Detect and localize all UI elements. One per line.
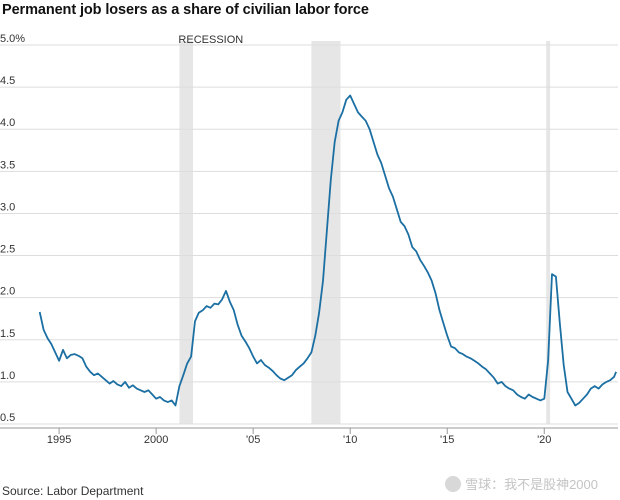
- series-line: [38, 94, 617, 407]
- recession-band: [546, 41, 551, 424]
- y-tick-label: 2.5: [0, 244, 15, 256]
- recession-bands: [179, 41, 551, 424]
- x-axis-ticks: 1995 2000 '05 '10 '15 '20: [47, 428, 551, 446]
- source-note: Source: Labor Department: [2, 484, 144, 498]
- x-tick-label: '15: [440, 434, 454, 446]
- watermark-logo-icon: [445, 475, 462, 492]
- x-tick-label: '05: [246, 434, 260, 446]
- recession-band: [179, 41, 194, 424]
- watermark-text: 雪球：我不是股神2000: [465, 477, 598, 492]
- y-axis-ticks: 5.0% 4.5 4.0 3.5 3.0 2.5 2.0 1.5 1.0 0.5: [0, 33, 25, 424]
- x-tick-label: 1995: [47, 434, 71, 446]
- y-tick-label: 4.5: [0, 75, 15, 87]
- y-tick-label: 3.0: [0, 201, 15, 213]
- y-tick-label: 1.0: [0, 370, 15, 382]
- y-tick-label: 1.5: [0, 328, 15, 340]
- y-tick-label: 3.5: [0, 159, 15, 171]
- x-tick-label: '10: [343, 434, 357, 446]
- y-tick-label: 4.0: [0, 117, 15, 129]
- chart-title: Permanent job losers as a share of civil…: [2, 2, 369, 18]
- grid-lines: [0, 44, 618, 425]
- watermark: 雪球：我不是股神2000: [445, 474, 598, 493]
- x-tick-label: '20: [537, 434, 551, 446]
- y-tick-label: 0.5: [0, 412, 15, 424]
- recession-label: RECESSION: [178, 34, 243, 46]
- x-tick-label: 2000: [144, 434, 168, 446]
- line-chart: 5.0% 4.5 4.0 3.5 3.0 2.5 2.0 1.5 1.0 0.5 1995 2000…: [0, 33, 618, 446]
- y-tick-label: 5.0%: [0, 33, 25, 45]
- y-tick-label: 2.0: [0, 286, 15, 298]
